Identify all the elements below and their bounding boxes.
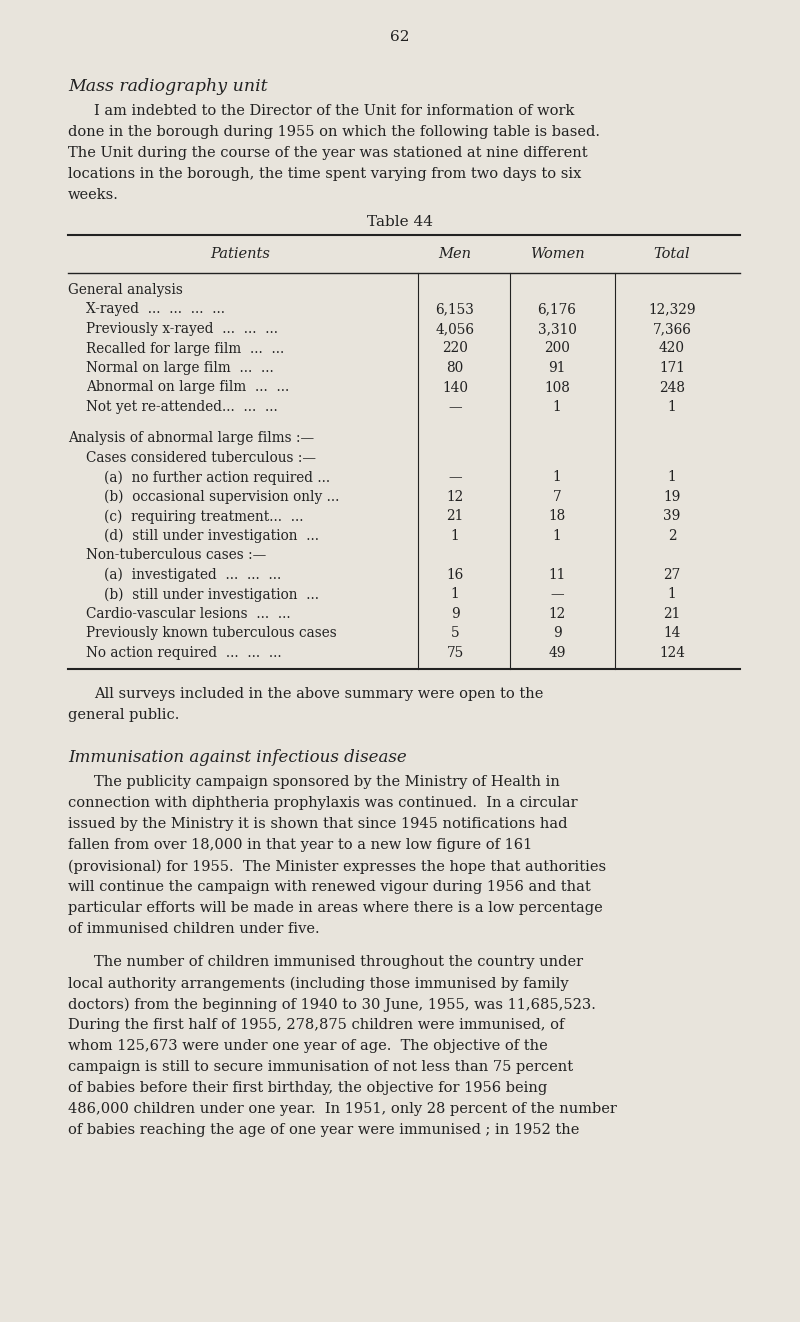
Text: X-rayed  ...  ...  ...  ...: X-rayed ... ... ... ... bbox=[86, 303, 225, 316]
Text: Previously known tuberculous cases: Previously known tuberculous cases bbox=[86, 627, 337, 640]
Text: General analysis: General analysis bbox=[68, 283, 183, 297]
Text: —: — bbox=[448, 401, 462, 414]
Text: doctors) from the beginning of 1940 to 30 June, 1955, was 11,685,523.: doctors) from the beginning of 1940 to 3… bbox=[68, 997, 596, 1011]
Text: 80: 80 bbox=[446, 361, 464, 375]
Text: 124: 124 bbox=[659, 645, 685, 660]
Text: 1: 1 bbox=[668, 401, 676, 414]
Text: 3,310: 3,310 bbox=[538, 323, 577, 336]
Text: (d)  still under investigation  ...: (d) still under investigation ... bbox=[104, 529, 319, 543]
Text: 1: 1 bbox=[450, 587, 459, 602]
Text: locations in the borough, the time spent varying from two days to six: locations in the borough, the time spent… bbox=[68, 167, 582, 181]
Text: 11: 11 bbox=[548, 567, 566, 582]
Text: Immunisation against infectious disease: Immunisation against infectious disease bbox=[68, 750, 406, 767]
Text: general public.: general public. bbox=[68, 709, 179, 722]
Text: 1: 1 bbox=[553, 471, 562, 484]
Text: particular efforts will be made in areas where there is a low percentage: particular efforts will be made in areas… bbox=[68, 902, 602, 915]
Text: Total: Total bbox=[654, 247, 690, 260]
Text: Abnormal on large film  ...  ...: Abnormal on large film ... ... bbox=[86, 381, 290, 394]
Text: 9: 9 bbox=[450, 607, 459, 621]
Text: 420: 420 bbox=[659, 341, 685, 356]
Text: 2: 2 bbox=[668, 529, 676, 543]
Text: 1: 1 bbox=[668, 587, 676, 602]
Text: Normal on large film  ...  ...: Normal on large film ... ... bbox=[86, 361, 274, 375]
Text: During the first half of 1955, 278,875 children were immunised, of: During the first half of 1955, 278,875 c… bbox=[68, 1018, 564, 1032]
Text: 39: 39 bbox=[663, 509, 681, 524]
Text: Cardio-vascular lesions  ...  ...: Cardio-vascular lesions ... ... bbox=[86, 607, 290, 621]
Text: of babies reaching the age of one year were immunised ; in 1952 the: of babies reaching the age of one year w… bbox=[68, 1124, 579, 1137]
Text: (a)  investigated  ...  ...  ...: (a) investigated ... ... ... bbox=[104, 567, 282, 582]
Text: of immunised children under five.: of immunised children under five. bbox=[68, 923, 320, 936]
Text: 1: 1 bbox=[553, 401, 562, 414]
Text: Cases considered tuberculous :—: Cases considered tuberculous :— bbox=[86, 451, 316, 465]
Text: 12,329: 12,329 bbox=[648, 303, 696, 316]
Text: campaign is still to secure immunisation of not less than 75 percent: campaign is still to secure immunisation… bbox=[68, 1060, 573, 1075]
Text: 18: 18 bbox=[548, 509, 566, 524]
Text: 19: 19 bbox=[663, 489, 681, 504]
Text: 486,000 children under one year.  In 1951, only 28 percent of the number: 486,000 children under one year. In 1951… bbox=[68, 1103, 617, 1116]
Text: The Unit during the course of the year was stationed at nine different: The Unit during the course of the year w… bbox=[68, 145, 588, 160]
Text: 7,366: 7,366 bbox=[653, 323, 691, 336]
Text: No action required  ...  ...  ...: No action required ... ... ... bbox=[86, 645, 282, 660]
Text: will continue the campaign with renewed vigour during 1956 and that: will continue the campaign with renewed … bbox=[68, 880, 590, 894]
Text: 1: 1 bbox=[668, 471, 676, 484]
Text: —: — bbox=[448, 471, 462, 484]
Text: 7: 7 bbox=[553, 489, 562, 504]
Text: 49: 49 bbox=[548, 645, 566, 660]
Text: 1: 1 bbox=[553, 529, 562, 543]
Text: Mass radiography unit: Mass radiography unit bbox=[68, 78, 268, 95]
Text: (provisional) for 1955.  The Minister expresses the hope that authorities: (provisional) for 1955. The Minister exp… bbox=[68, 859, 606, 874]
Text: 6,176: 6,176 bbox=[538, 303, 577, 316]
Text: Previously x-rayed  ...  ...  ...: Previously x-rayed ... ... ... bbox=[86, 323, 278, 336]
Text: The publicity campaign sponsored by the Ministry of Health in: The publicity campaign sponsored by the … bbox=[94, 775, 560, 789]
Text: connection with diphtheria prophylaxis was continued.  In a circular: connection with diphtheria prophylaxis w… bbox=[68, 796, 578, 810]
Text: (c)  requiring treatment...  ...: (c) requiring treatment... ... bbox=[104, 509, 303, 524]
Text: Patients: Patients bbox=[210, 247, 270, 260]
Text: 108: 108 bbox=[544, 381, 570, 394]
Text: 12: 12 bbox=[548, 607, 566, 621]
Text: weeks.: weeks. bbox=[68, 188, 119, 202]
Text: fallen from over 18,000 in that year to a new low figure of 161: fallen from over 18,000 in that year to … bbox=[68, 838, 532, 853]
Text: 91: 91 bbox=[548, 361, 566, 375]
Text: 14: 14 bbox=[663, 627, 681, 640]
Text: All surveys included in the above summary were open to the: All surveys included in the above summar… bbox=[94, 687, 543, 701]
Text: Analysis of abnormal large films :—: Analysis of abnormal large films :— bbox=[68, 431, 314, 446]
Text: 171: 171 bbox=[659, 361, 685, 375]
Text: 16: 16 bbox=[446, 567, 464, 582]
Text: 220: 220 bbox=[442, 341, 468, 356]
Text: Non-tuberculous cases :—: Non-tuberculous cases :— bbox=[86, 549, 266, 562]
Text: 248: 248 bbox=[659, 381, 685, 394]
Text: Table 44: Table 44 bbox=[367, 215, 433, 229]
Text: 6,153: 6,153 bbox=[435, 303, 474, 316]
Text: 140: 140 bbox=[442, 381, 468, 394]
Text: local authority arrangements (including those immunised by family: local authority arrangements (including … bbox=[68, 976, 569, 990]
Text: 200: 200 bbox=[544, 341, 570, 356]
Text: (b)  occasional supervision only ...: (b) occasional supervision only ... bbox=[104, 489, 339, 504]
Text: 21: 21 bbox=[663, 607, 681, 621]
Text: done in the borough during 1955 on which the following table is based.: done in the borough during 1955 on which… bbox=[68, 126, 600, 139]
Text: (a)  no further action required ...: (a) no further action required ... bbox=[104, 471, 330, 485]
Text: 9: 9 bbox=[553, 627, 562, 640]
Text: Women: Women bbox=[530, 247, 584, 260]
Text: Men: Men bbox=[438, 247, 471, 260]
Text: 4,056: 4,056 bbox=[435, 323, 474, 336]
Text: 27: 27 bbox=[663, 567, 681, 582]
Text: 21: 21 bbox=[446, 509, 464, 524]
Text: 62: 62 bbox=[390, 30, 410, 44]
Text: of babies before their first birthday, the objective for 1956 being: of babies before their first birthday, t… bbox=[68, 1081, 547, 1095]
Text: Recalled for large film  ...  ...: Recalled for large film ... ... bbox=[86, 341, 284, 356]
Text: —: — bbox=[550, 587, 564, 602]
Text: 5: 5 bbox=[450, 627, 459, 640]
Text: 12: 12 bbox=[446, 489, 464, 504]
Text: whom 125,673 were under one year of age.  The objective of the: whom 125,673 were under one year of age.… bbox=[68, 1039, 548, 1054]
Text: 75: 75 bbox=[446, 645, 464, 660]
Text: I am indebted to the Director of the Unit for information of work: I am indebted to the Director of the Uni… bbox=[94, 104, 574, 118]
Text: The number of children immunised throughout the country under: The number of children immunised through… bbox=[94, 956, 583, 969]
Text: 1: 1 bbox=[450, 529, 459, 543]
Text: Not yet re-attended...  ...  ...: Not yet re-attended... ... ... bbox=[86, 401, 278, 414]
Text: (b)  still under investigation  ...: (b) still under investigation ... bbox=[104, 587, 319, 602]
Text: issued by the Ministry it is shown that since 1945 notifications had: issued by the Ministry it is shown that … bbox=[68, 817, 567, 832]
